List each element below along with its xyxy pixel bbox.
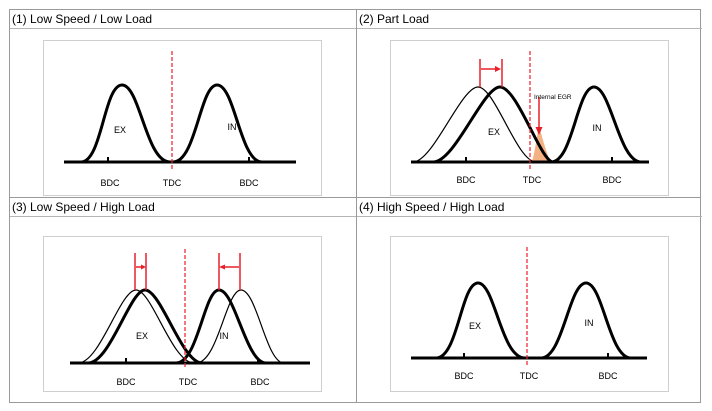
ex-label: EX <box>114 125 126 135</box>
diagram-frame: EX IN BDC TDC BDC <box>390 236 669 392</box>
shift-arrowhead <box>219 264 225 270</box>
exhaust-lift-curve <box>80 83 171 164</box>
exhaust-lift-curve <box>435 281 526 360</box>
bdc-label: BDC <box>239 178 259 188</box>
shift-arrowhead <box>141 264 146 270</box>
panel-low-speed-high-load: (3) Low Speed / High Load EX <box>10 198 356 404</box>
panel-part-load: (2) Part Load Internal EGR EX IN <box>357 10 702 197</box>
panel-high-speed-high-load: (4) High Speed / High Load EX IN BDC TDC… <box>357 198 702 404</box>
intake-lift-curve <box>172 83 263 164</box>
in-label: IN <box>585 318 594 328</box>
bdc-label: BDC <box>598 371 618 381</box>
internal-egr-label: Internal EGR <box>534 94 572 101</box>
panel-title: (4) High Speed / High Load <box>359 200 505 214</box>
shift-arrowhead <box>495 66 501 72</box>
panel-low-speed-low-load: (1) Low Speed / Low Load EX IN BDC TDC B… <box>10 10 356 197</box>
ex-label: EX <box>136 331 148 341</box>
panel-title: (3) Low Speed / High Load <box>12 200 155 214</box>
ex-label: EX <box>469 321 481 331</box>
tdc-label: TDC <box>163 178 182 188</box>
grid-vertical-divider <box>356 10 357 402</box>
title-underline <box>357 216 702 217</box>
bdc-label: BDC <box>602 175 622 185</box>
intake-lift-curve <box>540 281 632 360</box>
diagram-frame: EX IN BDC TDC BDC <box>43 236 322 392</box>
bdc-label: BDC <box>100 178 120 188</box>
intake-lift-curve-base <box>195 289 285 364</box>
exhaust-lift-curve-base <box>412 86 537 163</box>
title-underline <box>10 216 356 217</box>
title-underline <box>10 28 356 29</box>
valve-timing-diagram: EX IN BDC TDC BDC <box>64 51 296 188</box>
bdc-label: BDC <box>250 377 270 387</box>
exhaust-lift-curve-base <box>77 289 195 364</box>
grid-horizontal-divider <box>10 197 700 198</box>
tdc-label: TDC <box>523 175 542 185</box>
in-label: IN <box>220 331 229 341</box>
title-underline <box>357 28 702 29</box>
panel-title: (2) Part Load <box>359 12 430 26</box>
bdc-label: BDC <box>454 371 474 381</box>
exhaust-lift-curve-retarded <box>87 288 203 365</box>
valve-timing-diagram: EX IN BDC TDC BDC <box>70 249 310 387</box>
in-label: IN <box>593 123 602 133</box>
valve-timing-diagram: Internal EGR EX IN BDC TDC BDC <box>411 51 649 185</box>
panel-title: (1) Low Speed / Low Load <box>12 12 153 26</box>
diagram-frame: Internal EGR EX IN BDC TDC BDC <box>390 40 669 196</box>
valve-timing-diagram: EX IN BDC TDC BDC <box>411 247 647 381</box>
tdc-label: TDC <box>520 371 539 381</box>
internal-egr-area <box>532 126 551 162</box>
egr-pointer-head <box>535 127 543 135</box>
exhaust-lift-curve-retarded <box>432 85 554 164</box>
diagram-grid: (1) Low Speed / Low Load EX IN BDC TDC B… <box>9 9 702 404</box>
intake-lift-curve <box>550 85 642 164</box>
bdc-label: BDC <box>456 175 476 185</box>
bdc-label: BDC <box>116 377 136 387</box>
ex-label: EX <box>488 127 500 137</box>
diagram-frame: EX IN BDC TDC BDC <box>43 40 322 196</box>
in-label: IN <box>228 122 237 132</box>
tdc-label: TDC <box>179 377 198 387</box>
